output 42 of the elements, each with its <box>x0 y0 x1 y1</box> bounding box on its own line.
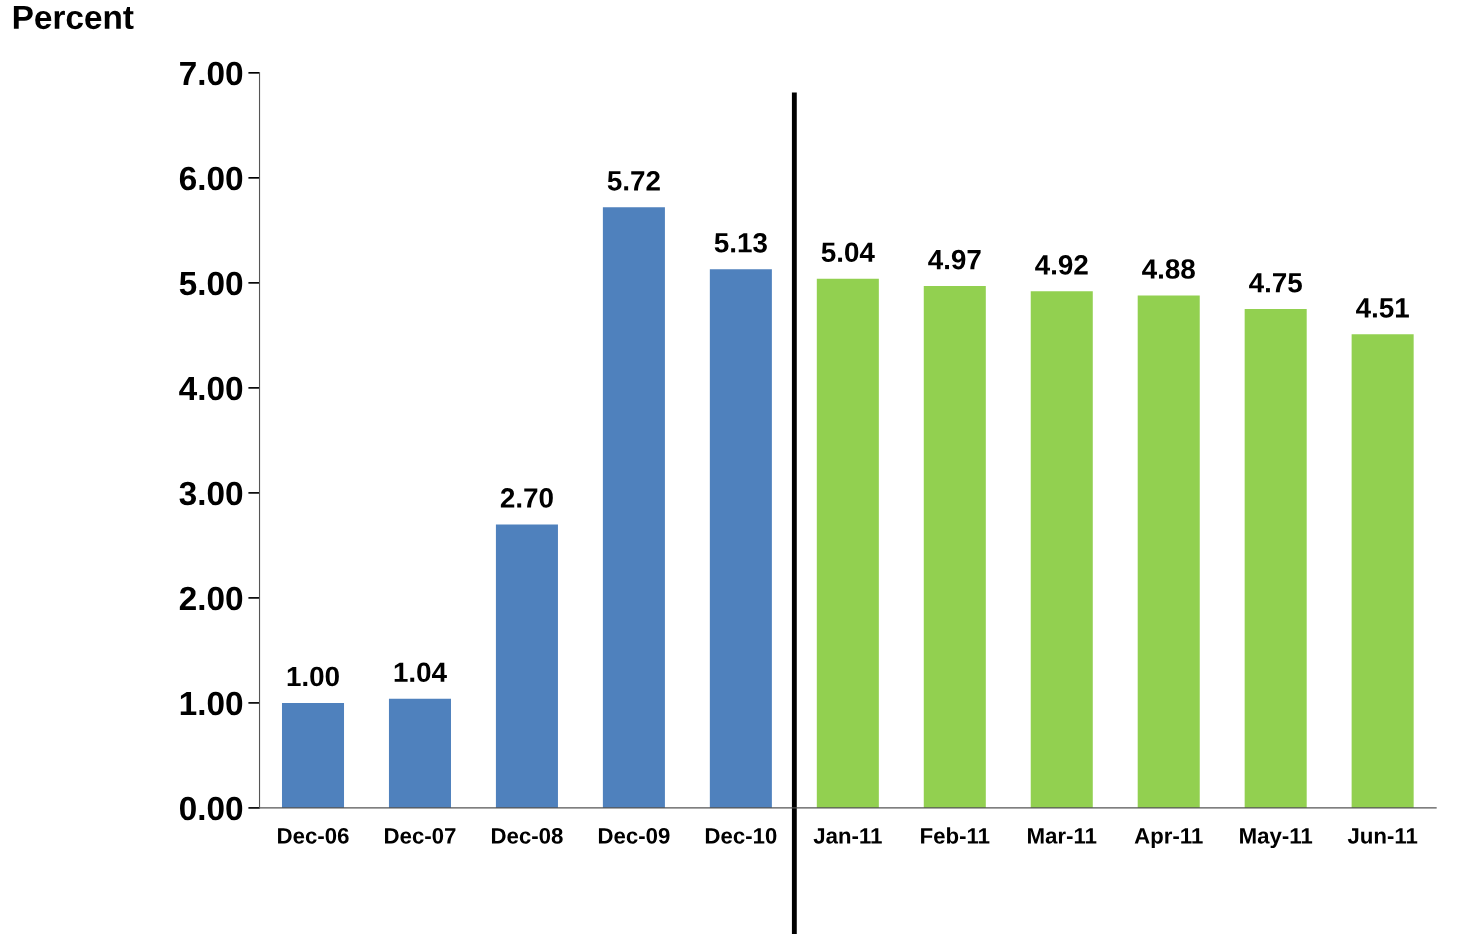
x-tick-label: Feb-11 <box>921 827 990 844</box>
y-tick-label: 6.00 <box>179 166 243 191</box>
y-tick-label: 7.00 <box>180 61 243 86</box>
bar <box>281 702 345 808</box>
bar <box>388 698 451 808</box>
x-tick-label: Dec-07 <box>385 827 456 844</box>
x-tick-label: Dec-09 <box>598 827 670 844</box>
data-label: 1.04 <box>394 662 447 683</box>
data-label: 4.75 <box>1249 273 1302 293</box>
y-tick-label: 0.00 <box>180 796 243 821</box>
y-tick-label: 5.00 <box>179 271 243 296</box>
data-label: 4.51 <box>1356 298 1409 318</box>
x-tick-label: Jan-11 <box>813 828 882 844</box>
y-tick-label: 4.00 <box>179 376 243 401</box>
bar <box>923 286 986 808</box>
y-axis-title: Percent <box>13 5 134 30</box>
data-label: 1.00 <box>287 666 339 687</box>
y-tick-label: 2.00 <box>179 586 243 611</box>
x-tick-label: May-11 <box>1240 828 1313 849</box>
x-tick-label: Dec-08 <box>491 827 563 844</box>
data-label: 2.70 <box>500 488 553 508</box>
x-tick-label: Jun-11 <box>1347 828 1418 844</box>
data-label: 5.04 <box>821 242 875 263</box>
data-label: 5.13 <box>714 232 767 253</box>
x-tick-label: Dec-06 <box>278 827 349 844</box>
data-label: 4.97 <box>928 249 981 270</box>
data-label: 4.88 <box>1142 259 1195 279</box>
bar <box>1351 334 1414 808</box>
x-tick-label: Mar-11 <box>1028 828 1097 844</box>
bar <box>816 278 879 808</box>
x-tick-label: Apr-11 <box>1134 828 1203 849</box>
bar <box>495 524 558 808</box>
x-tick-label: Dec-10 <box>705 827 777 844</box>
y-tick-label: 3.00 <box>179 481 243 506</box>
data-label: 5.72 <box>607 170 660 191</box>
bar <box>602 207 665 808</box>
bar <box>709 269 772 808</box>
bar <box>1244 309 1307 808</box>
bar <box>1137 295 1200 808</box>
y-tick-label: 1.00 <box>180 691 243 716</box>
bar <box>1030 291 1093 808</box>
data-label: 4.92 <box>1035 255 1088 275</box>
